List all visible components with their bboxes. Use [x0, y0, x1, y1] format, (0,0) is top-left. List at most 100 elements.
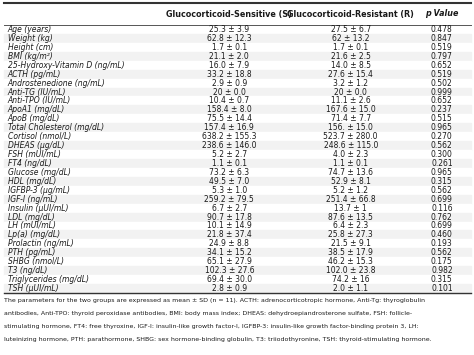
Text: DHEAS (µg/dL): DHEAS (µg/dL): [8, 141, 64, 150]
Bar: [4, 88, 471, 97]
Bar: [4, 105, 471, 114]
Text: T3 (ng/dL): T3 (ng/dL): [8, 266, 47, 275]
Text: 25-Hydroxy-Vitamin D (ng/mL): 25-Hydroxy-Vitamin D (ng/mL): [8, 61, 124, 70]
Bar: [4, 257, 471, 266]
Bar: [4, 195, 471, 204]
Text: 3.2 ± 1.2: 3.2 ± 1.2: [333, 78, 368, 88]
Text: 2.0 ± 1.1: 2.0 ± 1.1: [333, 284, 368, 293]
Text: 33.2 ± 18.8: 33.2 ± 18.8: [207, 70, 252, 79]
Text: 0.652: 0.652: [431, 97, 453, 105]
Text: 13.7 ± 1: 13.7 ± 1: [334, 204, 367, 213]
Bar: [4, 43, 471, 52]
Text: 6.4 ± 2.3: 6.4 ± 2.3: [333, 222, 368, 230]
Text: LH (mUI/mL): LH (mUI/mL): [8, 222, 55, 230]
Text: 74.7 ± 13.6: 74.7 ± 13.6: [328, 168, 373, 177]
Text: 5.2 ± 1.2: 5.2 ± 1.2: [333, 186, 368, 195]
Text: 46.2 ± 15.3: 46.2 ± 15.3: [328, 257, 373, 266]
Text: Anti-TPO (IU/mL): Anti-TPO (IU/mL): [8, 97, 71, 105]
Text: Total Cholesterol (mg/dL): Total Cholesterol (mg/dL): [8, 123, 104, 132]
Text: Prolactin (ng/mL): Prolactin (ng/mL): [8, 239, 73, 248]
Text: 167.6 ± 15.0: 167.6 ± 15.0: [326, 105, 375, 114]
Text: 0.175: 0.175: [431, 257, 453, 266]
Text: 38.5 ± 17.9: 38.5 ± 17.9: [328, 248, 373, 257]
Text: ApoB (mg/dL): ApoB (mg/dL): [8, 114, 60, 123]
Text: IGFBP-3 (µg/mL): IGFBP-3 (µg/mL): [8, 186, 70, 195]
Text: 74.2 ± 16: 74.2 ± 16: [332, 275, 370, 284]
Text: 102.0 ± 23.8: 102.0 ± 23.8: [326, 266, 375, 275]
Text: 20 ± 0.0: 20 ± 0.0: [213, 87, 246, 97]
Text: 14.0 ± 8.5: 14.0 ± 8.5: [331, 61, 371, 70]
Bar: [4, 186, 471, 195]
Text: 71.4 ± 7.7: 71.4 ± 7.7: [331, 114, 371, 123]
Text: 0.847: 0.847: [431, 34, 453, 43]
Text: 0.519: 0.519: [431, 70, 453, 79]
Text: 0.270: 0.270: [431, 132, 453, 141]
Text: ACTH (pg/mL): ACTH (pg/mL): [8, 70, 61, 79]
Text: 90.7 ± 17.8: 90.7 ± 17.8: [207, 213, 252, 222]
Bar: [4, 204, 471, 213]
Text: 0.478: 0.478: [431, 25, 453, 34]
Text: 0.519: 0.519: [431, 43, 453, 52]
Text: 1.7 ± 0.1: 1.7 ± 0.1: [212, 43, 247, 52]
Bar: [4, 25, 471, 34]
Bar: [4, 150, 471, 159]
Text: 21.8 ± 37.4: 21.8 ± 37.4: [207, 230, 252, 239]
Text: 27.5 ± 6.7: 27.5 ± 6.7: [331, 25, 371, 34]
Text: HDL (mg/dL): HDL (mg/dL): [8, 177, 56, 186]
Text: Age (years): Age (years): [8, 25, 52, 34]
Text: FSH (mUI/mL): FSH (mUI/mL): [8, 150, 61, 159]
Text: 24.9 ± 8.8: 24.9 ± 8.8: [210, 239, 249, 248]
Text: 1.1 ± 0.1: 1.1 ± 0.1: [333, 159, 368, 168]
Bar: [4, 34, 471, 43]
Text: 1.7 ± 0.1: 1.7 ± 0.1: [333, 43, 368, 52]
Text: 102.3 ± 27.6: 102.3 ± 27.6: [204, 266, 254, 275]
Text: 0.315: 0.315: [431, 275, 453, 284]
Text: 251.4 ± 66.8: 251.4 ± 66.8: [326, 195, 375, 204]
Text: IGF-I (ng/mL): IGF-I (ng/mL): [8, 195, 57, 204]
Text: 69.4 ± 30.0: 69.4 ± 30.0: [207, 275, 252, 284]
Text: 0.502: 0.502: [431, 78, 453, 88]
Text: 1.1 ± 0.1: 1.1 ± 0.1: [212, 159, 247, 168]
Text: 238.6 ± 146.0: 238.6 ± 146.0: [202, 141, 256, 150]
Text: 0.965: 0.965: [431, 168, 453, 177]
Text: 2.8 ± 0.9: 2.8 ± 0.9: [212, 284, 247, 293]
Text: 49.5 ± 7.0: 49.5 ± 7.0: [209, 177, 249, 186]
Text: 0.999: 0.999: [431, 87, 453, 97]
Text: 0.982: 0.982: [431, 266, 453, 275]
Text: 16.0 ± 7.9: 16.0 ± 7.9: [209, 61, 249, 70]
Text: 4.0 ± 2.3: 4.0 ± 2.3: [333, 150, 368, 159]
Text: 523.7 ± 280.0: 523.7 ± 280.0: [323, 132, 378, 141]
Bar: [4, 114, 471, 123]
Text: ApoA1 (mg/dL): ApoA1 (mg/dL): [8, 105, 65, 114]
Text: 6.7 ± 2.7: 6.7 ± 2.7: [212, 204, 247, 213]
Text: 0.762: 0.762: [431, 213, 453, 222]
Text: FT4 (ng/dL): FT4 (ng/dL): [8, 159, 52, 168]
Bar: [4, 61, 471, 70]
Text: 73.2 ± 6.3: 73.2 ± 6.3: [209, 168, 249, 177]
Text: luteinizing hormone, PTH: parathormone, SHBG: sex hormone-binding globulin, T3: : luteinizing hormone, PTH: parathormone, …: [4, 337, 432, 342]
Text: 0.515: 0.515: [431, 114, 453, 123]
Bar: [4, 97, 471, 105]
Text: 5.2 ± 2.7: 5.2 ± 2.7: [212, 150, 247, 159]
Bar: [4, 52, 471, 61]
Text: Lp(a) (mg/dL): Lp(a) (mg/dL): [8, 230, 60, 239]
Text: Height (cm): Height (cm): [8, 43, 53, 52]
Text: 87.6 ± 13.5: 87.6 ± 13.5: [328, 213, 373, 222]
Text: 10.4 ± 0.7: 10.4 ± 0.7: [209, 97, 249, 105]
Text: Glucocorticoid-Sensitive (S): Glucocorticoid-Sensitive (S): [166, 10, 292, 18]
Text: 259.2 ± 79.5: 259.2 ± 79.5: [204, 195, 254, 204]
Text: 21.6 ± 2.5: 21.6 ± 2.5: [331, 52, 371, 61]
Text: 11.1 ± 2.6: 11.1 ± 2.6: [331, 97, 371, 105]
Text: 0.965: 0.965: [431, 123, 453, 132]
Text: 156. ± 15.0: 156. ± 15.0: [328, 123, 373, 132]
Bar: [4, 230, 471, 239]
Text: SHBG (nmol/L): SHBG (nmol/L): [8, 257, 64, 266]
Text: 157.4 ± 16.9: 157.4 ± 16.9: [204, 123, 254, 132]
Text: Cortisol (nmol/L): Cortisol (nmol/L): [8, 132, 71, 141]
Bar: [4, 168, 471, 177]
Text: 62 ± 13.2: 62 ± 13.2: [332, 34, 370, 43]
Text: 0.562: 0.562: [431, 186, 453, 195]
Text: 25.3 ± 3.9: 25.3 ± 3.9: [209, 25, 249, 34]
Text: 0.562: 0.562: [431, 141, 453, 150]
Text: 0.699: 0.699: [431, 222, 453, 230]
